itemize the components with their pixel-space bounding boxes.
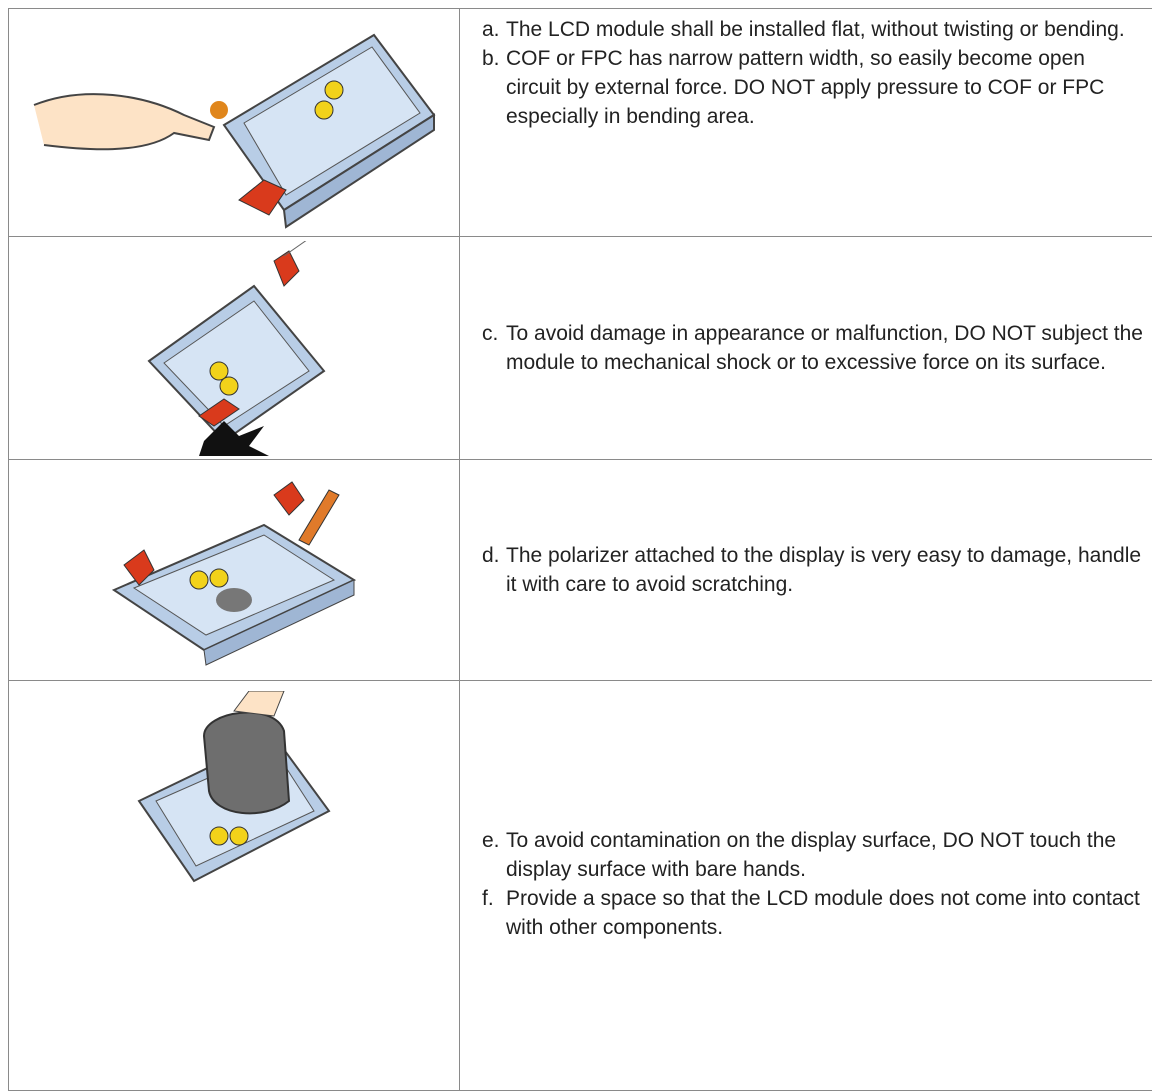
list-item: e.To avoid contamination on the display … xyxy=(482,826,1143,884)
illustration xyxy=(24,15,444,230)
item-marker: c. xyxy=(482,319,506,377)
item-marker: a. xyxy=(482,15,506,44)
handling-table: a.The LCD module shall be installed flat… xyxy=(8,8,1152,1091)
row: d.The polarizer attached to the display … xyxy=(9,460,1152,681)
list-item: a.The LCD module shall be installed flat… xyxy=(482,15,1143,44)
list-item: c.To avoid damage in appearance or malfu… xyxy=(482,319,1143,377)
illustration-cell xyxy=(9,237,460,460)
list-item: d.The polarizer attached to the display … xyxy=(482,541,1143,599)
row: e.To avoid contamination on the display … xyxy=(9,681,1152,1091)
list-item: f.Provide a space so that the LCD module… xyxy=(482,884,1143,942)
item-text: The LCD module shall be installed flat, … xyxy=(506,15,1125,44)
item-marker: e. xyxy=(482,826,506,884)
item-marker: b. xyxy=(482,44,506,131)
item-text: COF or FPC has narrow pattern width, so … xyxy=(506,44,1143,131)
text-cell: a.The LCD module shall be installed flat… xyxy=(460,9,1152,237)
item-text: To avoid contamination on the display su… xyxy=(506,826,1143,884)
illustration-cell xyxy=(9,460,460,681)
illustration-cell xyxy=(9,681,460,1091)
list-item: b.COF or FPC has narrow pattern width, s… xyxy=(482,44,1143,131)
row: c.To avoid damage in appearance or malfu… xyxy=(9,237,1152,460)
text-cell: d.The polarizer attached to the display … xyxy=(460,460,1152,681)
item-text: Provide a space so that the LCD module d… xyxy=(506,884,1143,942)
item-marker: d. xyxy=(482,541,506,599)
text-cell: c.To avoid damage in appearance or malfu… xyxy=(460,237,1152,460)
illustration xyxy=(94,470,374,670)
illustration xyxy=(124,691,344,891)
illustration xyxy=(104,241,364,456)
row: a.The LCD module shall be installed flat… xyxy=(9,9,1152,237)
text-cell: e.To avoid contamination on the display … xyxy=(460,681,1152,1091)
illustration-cell xyxy=(9,9,460,237)
item-text: To avoid damage in appearance or malfunc… xyxy=(506,319,1143,377)
item-marker: f. xyxy=(482,884,506,942)
item-text: The polarizer attached to the display is… xyxy=(506,541,1143,599)
